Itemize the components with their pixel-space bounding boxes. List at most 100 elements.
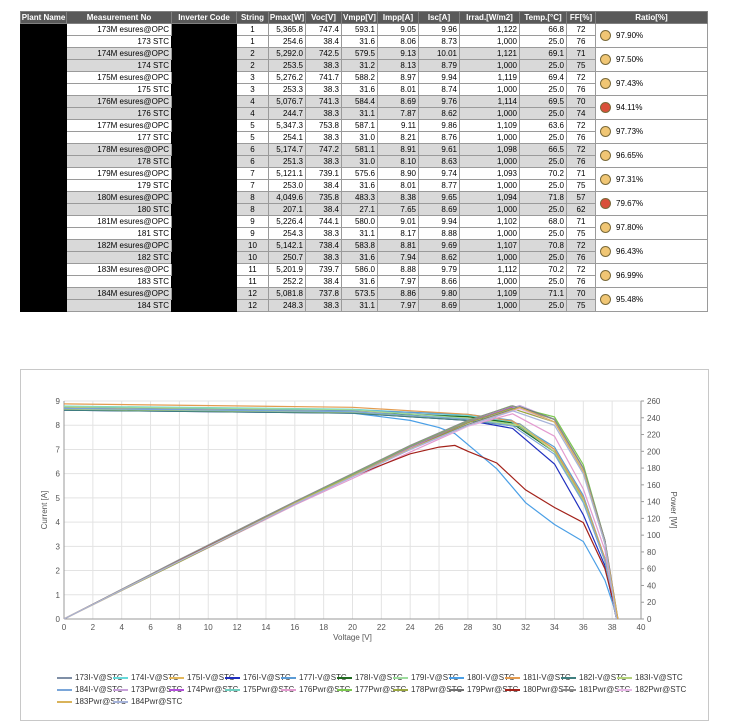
table-cell: 38.3: [305, 227, 342, 240]
series-line: [63, 413, 618, 620]
table-cell: 253.0: [268, 179, 306, 192]
table-cell: 71: [566, 47, 596, 60]
legend-item: 181I-V@STC: [505, 673, 571, 682]
table-cell: 580.0: [341, 215, 378, 228]
table-cell: 5: [236, 119, 269, 132]
table-cell: 8.69: [377, 95, 419, 108]
table-cell: 9.80: [418, 287, 460, 300]
legend-label: 176Pwr@STC: [299, 685, 351, 694]
y2-tick-label: 260: [647, 397, 661, 406]
table-cell: 31.6: [341, 83, 378, 96]
ratio-cell: 96.99%: [595, 263, 708, 288]
inverter-code-redacted: [171, 95, 237, 120]
table-cell: 1,000: [459, 275, 520, 288]
plant-name-redacted: [20, 263, 67, 288]
column-header: Isc[A]: [418, 11, 460, 24]
column-header: Measurement No: [66, 11, 172, 24]
table-cell: 5,174.7: [268, 143, 306, 156]
table-cell: 5,081.8: [268, 287, 306, 300]
plant-name-redacted: [20, 47, 67, 72]
table-cell: 8.86: [377, 287, 419, 300]
column-header: Impp[A]: [377, 11, 419, 24]
table-cell: 25.0: [519, 227, 567, 240]
table-cell: 72: [566, 119, 596, 132]
plant-name-redacted: [20, 239, 67, 264]
table-cell: 8.17: [377, 227, 419, 240]
table-cell: 31.6: [341, 179, 378, 192]
table-cell: 75: [566, 299, 596, 312]
table-row: 182M esures@OPC 10 5,142.1 738.4 583.8 8.81 9.…: [20, 239, 708, 264]
legend-item: 179I-V@STC: [393, 673, 459, 682]
table-cell: 8: [236, 203, 269, 216]
table-cell: 75: [566, 179, 596, 192]
table-cell: 1: [236, 23, 269, 36]
ratio-value: 94.11%: [616, 103, 643, 112]
table-row: 177M esures@OPC 5 5,347.3 753.8 587.1 9.11 9.8…: [20, 119, 708, 144]
table-cell: 741.7: [305, 71, 342, 84]
y-tick-label: 0: [56, 615, 61, 624]
legend-swatch: [561, 688, 576, 691]
series-line: [63, 406, 618, 620]
table-cell: 27.1: [341, 203, 378, 216]
table-cell: 251.3: [268, 155, 306, 168]
table-cell: 25.0: [519, 83, 567, 96]
ratio-cell: 97.31%: [595, 167, 708, 192]
legend-item: 181Pwr@STC: [561, 685, 630, 694]
table-cell: 7.94: [377, 251, 419, 264]
table-cell: 31.1: [341, 107, 378, 120]
legend-swatch: [57, 700, 72, 703]
table-cell: 207.1: [268, 203, 306, 216]
table-cell: 72: [566, 263, 596, 276]
legend-label: 174Pwr@STC: [187, 685, 239, 694]
table-cell: 63.6: [519, 119, 567, 132]
y2-axis-label: Power [W]: [669, 492, 678, 529]
table-cell: 72: [566, 239, 596, 252]
column-header: Plant Name: [20, 11, 67, 24]
table-cell: 2: [236, 47, 269, 60]
inverter-code-redacted: [171, 119, 237, 144]
legend-label: 177I-V@STC: [299, 673, 347, 682]
table-cell: 66.8: [519, 23, 567, 36]
measurement-no-cell: 174 STC: [66, 59, 172, 72]
table-cell: 25.0: [519, 203, 567, 216]
ratio-cell: 97.50%: [595, 47, 708, 72]
x-tick-label: 26: [435, 623, 444, 632]
x-tick-label: 4: [119, 623, 124, 632]
ratio-value: 96.65%: [616, 151, 644, 160]
plant-name-redacted: [20, 167, 67, 192]
table-cell: 1,000: [459, 131, 520, 144]
column-header: String: [236, 11, 269, 24]
table-cell: 9: [236, 215, 269, 228]
table-cell: 12: [236, 299, 269, 312]
table-cell: 72: [566, 143, 596, 156]
measurement-no-cell: 178M esures@OPC: [66, 143, 172, 156]
table-cell: 739.1: [305, 167, 342, 180]
table-cell: 483.3: [341, 191, 378, 204]
inverter-code-redacted: [171, 71, 237, 96]
table-cell: 1,109: [459, 287, 520, 300]
y2-tick-label: 180: [647, 464, 661, 473]
table-row: 180 STC 8 207.1 38.4 27.1 7.65 8.69 1,000 25.0 62: [21, 203, 708, 216]
table-cell: 8.38: [377, 191, 419, 204]
ratio-value: 97.43%: [616, 79, 644, 88]
table-cell: 38.4: [305, 179, 342, 192]
table-cell: 4: [236, 95, 269, 108]
table-cell: 25.0: [519, 155, 567, 168]
measurement-no-cell: 179 STC: [66, 179, 172, 192]
status-dot-icon: [600, 78, 611, 89]
measurement-no-cell: 175 STC: [66, 83, 172, 96]
legend-label: 179I-V@STC: [411, 673, 459, 682]
status-dot-icon: [600, 30, 611, 41]
table-header-row: Plant Name Measurement No Inverter Code Str…: [20, 11, 708, 24]
table-cell: 25.0: [519, 107, 567, 120]
ratio-cell: 97.90%: [595, 23, 708, 48]
table-cell: 68.0: [519, 215, 567, 228]
table-cell: 5,076.7: [268, 95, 306, 108]
y2-tick-label: 120: [647, 514, 661, 523]
table-cell: 244.7: [268, 107, 306, 120]
table-cell: 70.2: [519, 263, 567, 276]
ratio-value: 97.31%: [616, 175, 644, 184]
table-cell: 9.11: [377, 119, 419, 132]
table-cell: 8.76: [418, 131, 460, 144]
table-cell: 593.1: [341, 23, 378, 36]
